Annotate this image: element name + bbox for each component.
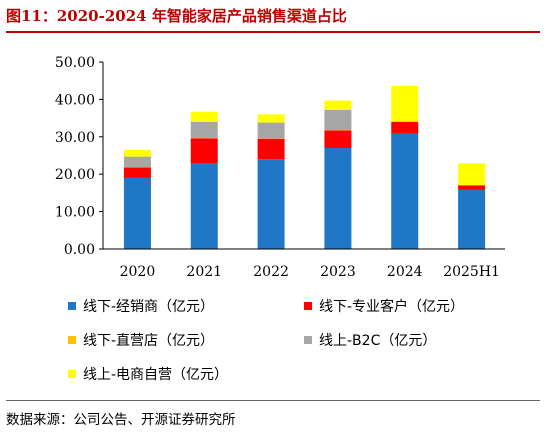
bar-segment <box>391 121 419 134</box>
x-tick-label: 2025H1 <box>443 264 500 280</box>
figure-title: 图11：2020-2024 年智能家居产品销售渠道占比 <box>6 7 347 25</box>
legend-label: 线下-经销商（亿元） <box>83 299 215 315</box>
bar-segment <box>190 163 218 249</box>
bar-segment <box>257 138 285 160</box>
bar-segment <box>324 148 352 249</box>
y-tick-label: 20.00 <box>55 167 95 183</box>
x-tick-label: 2020 <box>120 264 156 280</box>
legend-label: 线下-专业客户（亿元） <box>319 299 465 315</box>
legend-swatch <box>304 336 312 344</box>
bar-segment <box>123 156 151 168</box>
legend-swatch <box>68 336 76 344</box>
bar-segment <box>190 138 218 164</box>
bar-group <box>123 85 486 249</box>
legend-item: 线上-B2C（亿元） <box>304 330 436 350</box>
y-tick-label: 0.00 <box>64 242 95 258</box>
bar-segment <box>257 122 285 139</box>
bar-segment <box>391 85 419 122</box>
bar-segment <box>458 189 486 249</box>
y-tick-label: 40.00 <box>55 92 95 108</box>
legend-item: 线下-专业客户（亿元） <box>304 296 464 316</box>
y-tick-label: 50.00 <box>55 55 95 71</box>
bar-segment <box>458 185 486 190</box>
bar-segment <box>190 121 218 138</box>
bar-segment <box>324 100 352 110</box>
legend-item: 线下-直营店（亿元） <box>68 330 214 350</box>
legend-swatch <box>68 370 76 378</box>
title-rule <box>6 31 540 33</box>
bar-segment <box>123 167 151 178</box>
legend-label: 线上-电商自营（亿元） <box>83 367 229 383</box>
x-tick-label: 2023 <box>320 264 356 280</box>
bar-segment <box>190 111 218 122</box>
bar-segment <box>123 149 151 157</box>
y-axis: 0.00 10.00 20.00 30.00 40.00 50.00 <box>55 55 104 258</box>
x-tick-label: 2024 <box>387 264 423 280</box>
legend-item: 线上-电商自营（亿元） <box>68 364 228 384</box>
source-rule <box>6 400 540 401</box>
y-tick-label: 30.00 <box>55 130 95 146</box>
bar-segment <box>257 114 285 123</box>
bar-segment <box>391 133 419 249</box>
legend-swatch <box>68 302 76 310</box>
bar-segment <box>324 130 352 149</box>
bar-segment <box>458 163 486 186</box>
bar-segment <box>324 109 352 131</box>
y-tick-label: 10.00 <box>55 205 95 221</box>
legend-label: 线上-B2C（亿元） <box>319 333 437 349</box>
x-axis: 2020 2021 2022 2023 2024 2025H1 <box>103 248 505 280</box>
legend-label: 线下-直营店（亿元） <box>83 333 215 349</box>
x-tick-label: 2021 <box>186 264 222 280</box>
bar-segment <box>257 159 285 249</box>
source-note: 数据来源：公司公告、开源证券研究所 <box>6 412 236 428</box>
x-tick-label: 2022 <box>253 264 289 280</box>
legend-item: 线下-经销商（亿元） <box>68 296 214 316</box>
legend-swatch <box>304 302 312 310</box>
bar-segment <box>123 177 151 249</box>
